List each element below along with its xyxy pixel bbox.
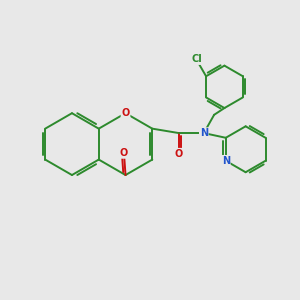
Text: N: N (200, 128, 208, 138)
Text: N: N (222, 156, 230, 166)
Text: O: O (122, 108, 130, 118)
Text: O: O (175, 149, 183, 159)
Text: O: O (120, 148, 128, 158)
Text: Cl: Cl (192, 54, 202, 64)
